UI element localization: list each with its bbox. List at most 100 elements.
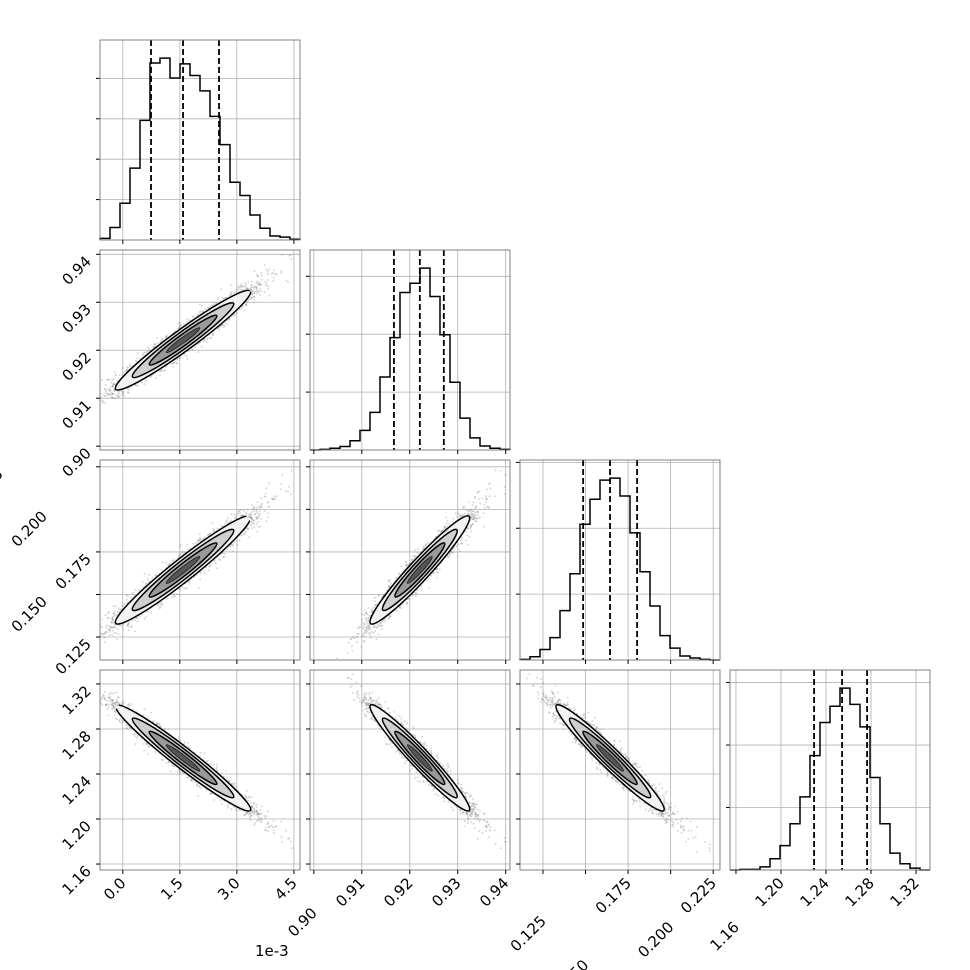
data-point — [183, 587, 185, 589]
data-point — [112, 613, 115, 615]
data-point — [234, 516, 236, 519]
data-point — [271, 272, 273, 275]
data-point — [126, 387, 129, 390]
data-point — [109, 391, 112, 393]
data-point — [153, 343, 156, 345]
data-point — [110, 396, 113, 398]
data-point — [219, 300, 222, 302]
data-point — [274, 273, 277, 275]
data-point — [250, 513, 252, 516]
data-point — [304, 264, 306, 266]
data-point — [232, 314, 235, 317]
data-point — [198, 303, 201, 306]
data-point — [109, 389, 112, 391]
data-point — [244, 288, 247, 291]
data-point — [243, 509, 245, 512]
data-point — [207, 569, 210, 571]
data-point — [112, 616, 114, 618]
data-point — [241, 305, 244, 308]
data-point — [268, 294, 271, 297]
data-point — [171, 596, 173, 598]
data-point — [255, 287, 258, 289]
data-point — [212, 333, 215, 336]
data-point — [119, 608, 122, 611]
data-point — [230, 543, 232, 546]
data-point — [146, 351, 149, 353]
data-point — [165, 335, 167, 338]
data-point — [245, 301, 248, 303]
data-point — [120, 393, 123, 396]
data-point — [251, 293, 253, 296]
data-point — [257, 291, 259, 294]
data-point — [178, 553, 181, 556]
data-point — [113, 390, 115, 393]
data-point — [149, 349, 151, 352]
data-point — [150, 375, 152, 378]
data-point — [241, 534, 243, 537]
data-point — [233, 292, 235, 294]
data-point — [237, 286, 240, 288]
data-point — [249, 516, 252, 519]
data-point — [212, 303, 215, 306]
data-point — [301, 482, 303, 484]
data-point — [173, 361, 175, 364]
data-point — [271, 271, 274, 274]
data-point — [172, 365, 174, 368]
data-point — [141, 353, 144, 356]
data-point — [288, 254, 290, 257]
data-point — [174, 595, 176, 597]
data-point — [213, 561, 216, 564]
data-point — [135, 384, 138, 386]
data-point — [214, 559, 216, 561]
data-point — [181, 586, 184, 588]
data-point — [272, 498, 275, 501]
data-point — [154, 377, 157, 379]
data-point — [212, 334, 215, 337]
data-point — [233, 314, 235, 317]
y-tick-label: 0.93 — [58, 300, 94, 336]
data-point — [200, 538, 202, 540]
data-point — [142, 353, 145, 356]
data-point — [273, 269, 276, 272]
data-point — [250, 517, 253, 519]
data-point — [207, 337, 209, 339]
data-point — [151, 373, 154, 376]
data-point — [101, 399, 103, 402]
data-point — [250, 287, 252, 289]
data-point — [179, 327, 181, 329]
data-point — [105, 379, 108, 381]
data-point — [160, 568, 163, 571]
data-point — [260, 497, 263, 499]
data-point — [110, 626, 113, 628]
data-point — [137, 352, 140, 354]
data-point — [183, 353, 185, 355]
data-point — [290, 258, 293, 260]
data-point — [252, 295, 255, 298]
data-point — [126, 366, 128, 369]
data-point — [188, 319, 190, 322]
data-point — [243, 533, 246, 536]
data-point — [160, 369, 163, 372]
data-point — [126, 624, 129, 627]
data-point — [250, 524, 252, 526]
data-point — [257, 283, 259, 285]
data-point — [123, 394, 125, 397]
data-point — [140, 381, 143, 384]
data-point — [104, 641, 106, 643]
data-point — [214, 303, 217, 306]
data-point — [186, 321, 189, 323]
data-point — [242, 289, 244, 292]
data-point — [122, 391, 124, 394]
data-point — [215, 302, 218, 305]
data-point — [186, 357, 189, 360]
data-point — [264, 284, 267, 286]
data-point — [125, 368, 128, 371]
data-point — [145, 379, 147, 382]
data-point — [230, 293, 233, 295]
data-point — [225, 297, 228, 299]
data-point — [114, 397, 116, 399]
data-point — [115, 614, 118, 617]
data-point — [154, 344, 157, 347]
data-point — [91, 640, 93, 642]
data-point — [263, 264, 266, 266]
